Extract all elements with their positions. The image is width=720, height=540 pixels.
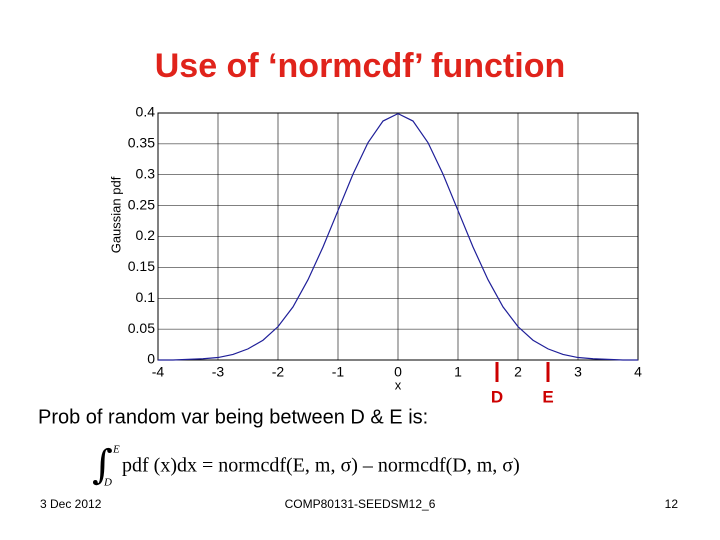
x-tick-label: -2 bbox=[272, 364, 285, 380]
x-tick-label: 0 bbox=[394, 364, 402, 380]
footer-page: 12 bbox=[665, 497, 679, 511]
y-tick-label: 0.1 bbox=[136, 289, 156, 305]
footer-course: COMP80131-SEEDSM12_6 bbox=[285, 497, 436, 511]
y-tick-label: 0.4 bbox=[136, 104, 156, 120]
y-tick-label: 0.3 bbox=[136, 165, 156, 181]
data-line bbox=[158, 112, 638, 361]
body-text: Prob of random var being between D & E i… bbox=[38, 406, 428, 428]
integral-lower: D bbox=[103, 477, 112, 489]
formula: pdf (x)dx = normcdf(E, m, σ) – normcdf(D… bbox=[122, 455, 520, 477]
x-tick-label: 1 bbox=[454, 364, 462, 380]
y-tick-label: 0.15 bbox=[128, 258, 155, 274]
slide-title: Use of ‘normcdf’ function bbox=[155, 47, 566, 85]
integral-sign: ∫ bbox=[92, 442, 113, 488]
x-tick-label: 3 bbox=[574, 364, 582, 380]
x-tick-label: -1 bbox=[332, 364, 345, 380]
x-tick-label: -4 bbox=[152, 364, 165, 380]
marker-label: D bbox=[491, 387, 503, 406]
x-axis-label: x bbox=[395, 377, 402, 392]
x-tick-label: 4 bbox=[634, 364, 642, 380]
y-tick-label: 0.05 bbox=[128, 320, 155, 336]
footer-date: 3 Dec 2012 bbox=[40, 497, 102, 511]
integral-upper: E bbox=[112, 444, 120, 456]
y-axis-label: Gaussian pdf bbox=[108, 176, 123, 253]
y-tick-label: 0.25 bbox=[128, 196, 155, 212]
y-tick-label: 0.35 bbox=[128, 135, 155, 151]
x-tick-label: -3 bbox=[212, 364, 225, 380]
y-tick-label: 0 bbox=[147, 351, 155, 367]
x-tick-label: 2 bbox=[514, 364, 522, 380]
y-tick-label: 0.2 bbox=[136, 227, 156, 243]
marker-label: E bbox=[542, 387, 553, 406]
